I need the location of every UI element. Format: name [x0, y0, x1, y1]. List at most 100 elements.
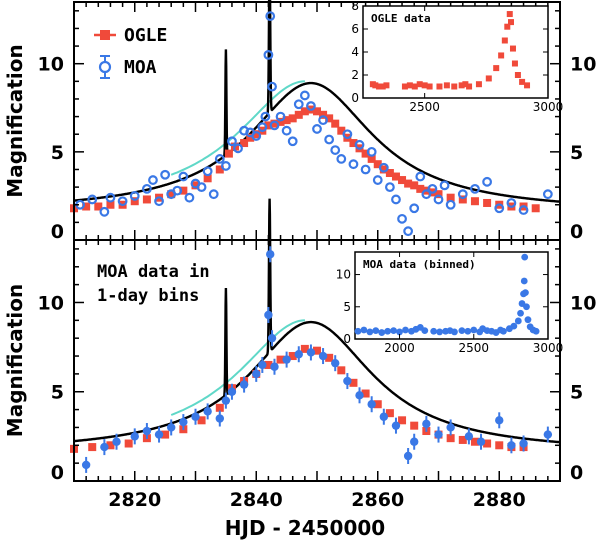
ogle-point: [434, 190, 443, 199]
moa-point: [214, 154, 225, 164]
alt-model-curve: [170, 319, 305, 416]
ogle-point: [106, 200, 115, 209]
ogle-point: [300, 107, 309, 116]
inset-ogle-point: [451, 83, 458, 90]
moa-point: [264, 310, 273, 320]
inset-ogle-point: [401, 83, 408, 90]
ogle-point: [215, 165, 224, 174]
inset-y-tick-label: 2: [351, 68, 359, 82]
y-tick-label-right: 5: [570, 382, 583, 404]
moa-point: [410, 437, 419, 446]
ogle-point: [416, 184, 425, 193]
moa-point: [260, 111, 271, 122]
ogle-point: [179, 186, 188, 195]
moa-point: [129, 191, 140, 201]
moa-point: [318, 351, 328, 361]
moa-point: [202, 166, 213, 177]
ogle-point: [483, 198, 492, 207]
moa-point: [348, 159, 359, 170]
inset-ogle-point: [426, 83, 433, 90]
moa-point: [208, 189, 219, 200]
ogle-point: [325, 114, 334, 123]
ogle-point: [404, 179, 413, 188]
y-tick-label-right: 0: [570, 462, 583, 484]
moa-point: [191, 412, 200, 421]
inset-title: OGLE data: [371, 12, 431, 25]
inset-moa-point: [464, 327, 472, 335]
moa-point: [409, 203, 420, 214]
moa-point: [318, 115, 328, 126]
moa-point: [518, 205, 529, 215]
inset-ogle-point: [524, 82, 531, 89]
moa-point: [470, 183, 480, 194]
ogle-point: [337, 366, 346, 375]
x-tick-label: 2820: [108, 489, 161, 511]
ogle-point: [385, 169, 394, 178]
ogle-point: [531, 204, 540, 213]
y-tick-label-right: 5: [570, 142, 583, 164]
panel-annotation-line2: 1-day bins: [97, 286, 199, 306]
ogle-point: [288, 352, 297, 361]
inset-ogle-point: [462, 81, 469, 88]
moa-point: [269, 120, 280, 131]
inset-moa-point: [524, 316, 532, 324]
legend-ogle-marker: [100, 30, 110, 40]
moa-point: [167, 423, 176, 432]
panel-bottom: 0 0 5 5 10 10 2820 2840 2860 2880 Magnification 200…: [3, 198, 596, 511]
ogle-point: [446, 434, 455, 443]
moa-point: [293, 99, 304, 110]
moa-point: [306, 101, 316, 111]
moa-point: [154, 430, 164, 439]
y-tick-label: 5: [51, 382, 64, 404]
moa-point: [506, 198, 517, 208]
inset-moa-point: [372, 327, 380, 335]
panel-annotation-line1: MOA data in: [97, 262, 210, 282]
moa-point: [275, 111, 286, 122]
x-tick-label: 2860: [351, 489, 404, 511]
inset-moa-point: [458, 327, 466, 335]
moa-point: [239, 380, 249, 389]
moa-point: [495, 416, 504, 425]
inset-ogle-point: [511, 60, 518, 67]
moa-point: [427, 183, 438, 194]
moa-point: [251, 131, 262, 141]
inset-ogle-point: [508, 19, 514, 26]
ogle-point: [82, 202, 91, 211]
ogle-point: [246, 133, 255, 142]
moa-point: [421, 189, 432, 200]
model-curve: [73, 198, 560, 444]
moa-point: [415, 171, 426, 182]
moa-point: [464, 432, 474, 441]
moa-point: [507, 441, 516, 450]
moa-point: [476, 437, 486, 446]
inset-y-tick-label: 6: [351, 22, 359, 36]
ogle-point: [325, 353, 334, 362]
ogle-point: [94, 202, 103, 211]
legend-moa-label: MOA: [124, 57, 157, 78]
inset-moa-point: [366, 328, 374, 336]
moa-point: [542, 189, 553, 200]
inset-moa-point: [532, 327, 540, 335]
moa-point: [439, 180, 450, 191]
moa-point: [141, 183, 152, 194]
moa-point: [360, 164, 371, 175]
moa-point: [203, 407, 212, 416]
inset-title: MOA data (binned): [363, 258, 476, 271]
inset-moa-point: [378, 329, 386, 336]
ogle-point: [391, 172, 400, 181]
y-axis-title: Magnification: [3, 44, 27, 197]
ogle-point: [224, 149, 233, 158]
inset-ogle-point: [443, 82, 450, 89]
inset-x-tick-label: 2000: [384, 341, 415, 355]
ogle-point: [264, 360, 273, 369]
moa-point: [433, 194, 444, 205]
ogle-point: [483, 439, 492, 448]
moa-point: [266, 250, 275, 259]
ogle-point: [288, 114, 297, 123]
inset-moa-point: [521, 253, 529, 261]
moa-point: [372, 175, 383, 185]
inset-ogle-point: [514, 72, 521, 78]
ogle-point: [167, 190, 176, 199]
inset-moa-point: [430, 327, 438, 335]
moa-point: [196, 182, 207, 193]
